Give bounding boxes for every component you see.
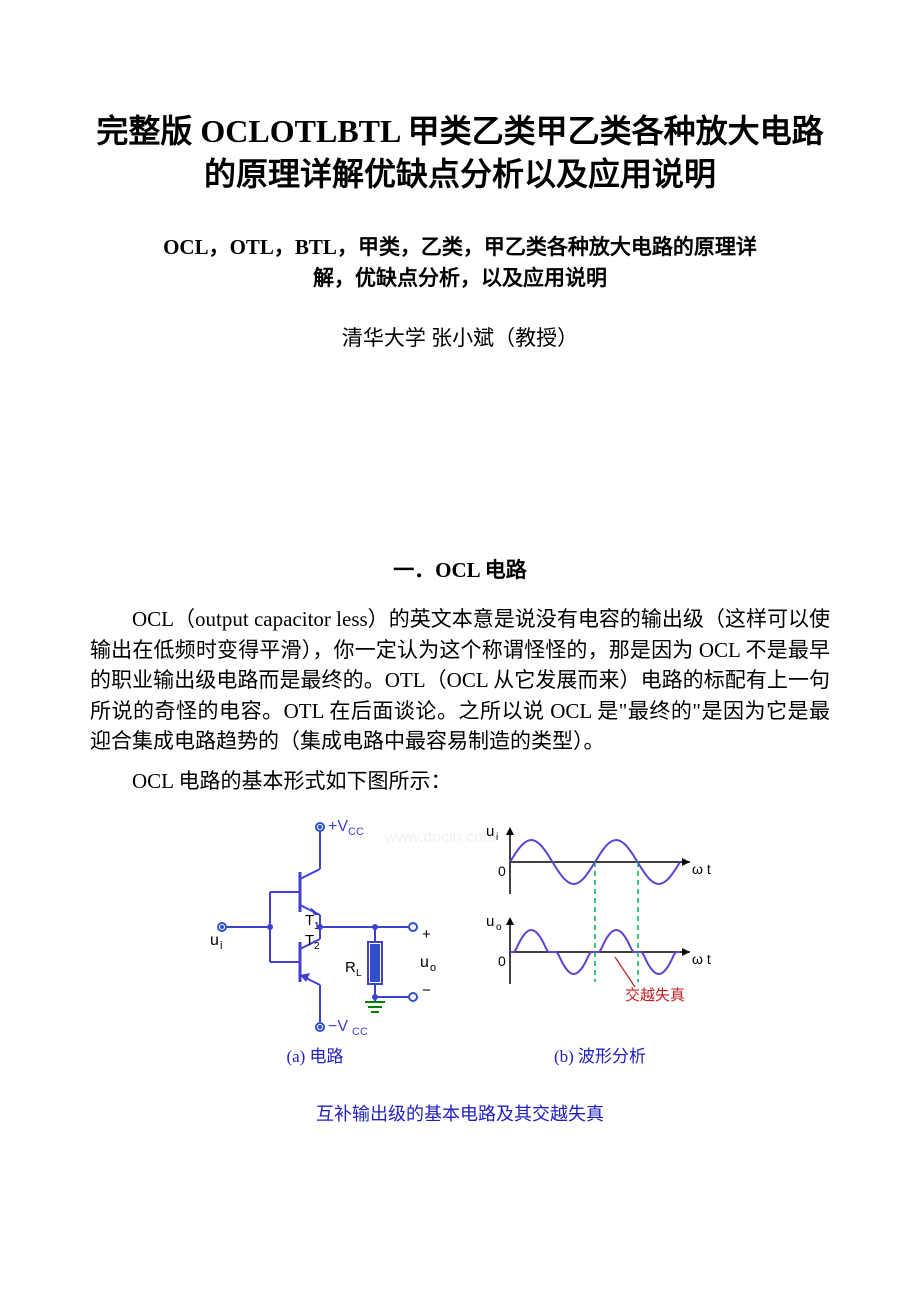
svg-text:L: L [356, 968, 362, 979]
svg-text:i: i [496, 832, 498, 843]
section-1-para-2: OCL 电路的基本形式如下图所示： [90, 766, 830, 796]
document-title: 完整版 OCLOTLBTL 甲类乙类甲乙类各种放大电路的原理详解优缺点分析以及应… [90, 110, 830, 196]
section-1-heading: 一．OCL 电路 [90, 555, 830, 587]
svg-text:R: R [345, 959, 356, 976]
svg-text:o: o [430, 962, 436, 974]
figure-1b-caption: (b) 波形分析 [554, 1047, 646, 1066]
svg-text:u: u [210, 932, 219, 949]
transistor-t2: T 2 [300, 932, 320, 985]
svg-text:u: u [486, 913, 494, 930]
svg-text:ω t: ω t [692, 861, 711, 877]
svg-text:ω t: ω t [692, 951, 711, 967]
svg-text:−: − [422, 982, 431, 999]
svg-text:T: T [305, 932, 314, 949]
document-author: 清华大学 张小斌（教授） [90, 323, 830, 355]
svg-text:CC: CC [352, 1026, 368, 1038]
svg-text:+V: +V [328, 818, 348, 835]
svg-text:+: + [422, 926, 431, 943]
svg-text:0: 0 [498, 953, 506, 969]
svg-text:o: o [496, 922, 502, 933]
svg-text:2: 2 [314, 941, 320, 952]
section-1-para-1: OCL（output capacitor less）的英文本意是说没有电容的输出… [90, 604, 830, 756]
figure-1: www.docin.com +V CC T 1 [90, 807, 830, 1128]
svg-text:T: T [305, 912, 314, 929]
figure-1-caption: 互补输出级的基本电路及其交越失真 [90, 1101, 830, 1128]
svg-text:CC: CC [348, 826, 364, 838]
svg-text:i: i [220, 940, 222, 952]
transistor-t1: T 1 [300, 869, 320, 932]
svg-text:交越失真: 交越失真 [625, 986, 685, 1004]
document-subtitle: OCL，OTL，BTL，甲类，乙类，甲乙类各种放大电路的原理详解，优缺点分析，以… [150, 232, 770, 293]
figure-1-svg: www.docin.com +V CC T 1 [200, 807, 720, 1087]
svg-text:u: u [486, 823, 494, 840]
svg-text:u: u [420, 954, 429, 971]
watermark-text: www.docin.com [384, 829, 496, 846]
svg-text:−V: −V [328, 1018, 348, 1035]
figure-1a-caption: (a) 电路 [286, 1047, 343, 1066]
svg-text:0: 0 [498, 863, 506, 879]
